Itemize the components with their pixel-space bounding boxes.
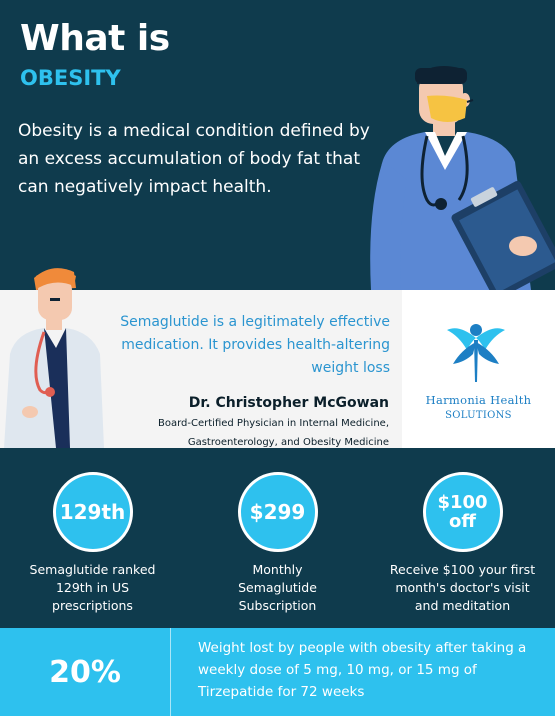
page-title: What is: [20, 18, 170, 59]
stat-value-circle: 129th: [52, 472, 133, 552]
stat-value-circle: $299: [237, 472, 318, 552]
hero-section: What is OBESITY Obesity is a medical con…: [0, 0, 555, 290]
stat-label: Semaglutide ranked 129th in US prescript…: [29, 562, 156, 613]
footer-stat-value: 20%: [49, 654, 121, 690]
stat-value-circle: $100 off: [422, 472, 503, 552]
stat-label: Receive $100 your first month's doctor's…: [389, 562, 536, 613]
quote-text: Semaglutide is a legitimately effective …: [120, 314, 390, 376]
stats-section: 129th Semaglutide ranked 129th in US pre…: [0, 448, 555, 628]
obesity-definition: Obesity is a medical condition defined b…: [18, 121, 370, 197]
doctor-illustration: [370, 66, 555, 290]
stat-item: $100 off Receive $100 your first month's…: [370, 448, 555, 628]
stat-item: $299 Monthly Semaglutide Subscription: [185, 448, 370, 628]
stat-label: Monthly Semaglutide Subscription: [238, 562, 317, 613]
doctor-illustration-small: [4, 268, 104, 448]
page-subtitle: OBESITY: [20, 66, 121, 90]
logo-wordmark: Harmonia Health SOLUTIONS: [402, 393, 555, 423]
harmonia-health-logo: [447, 324, 505, 382]
quote-author: Dr. Christopher McGowan: [188, 395, 389, 411]
stat-item: 129th Semaglutide ranked 129th in US pre…: [0, 448, 185, 628]
footer-stat-section: 20% Weight lost by people with obesity a…: [0, 628, 555, 716]
footer-divider: [170, 628, 171, 716]
logo-name-line2: SOLUTIONS: [445, 410, 512, 421]
quote-author-credential: Board-Certified Physician in Internal Me…: [158, 418, 389, 448]
logo-name-line1: Harmonia Health: [425, 393, 532, 407]
logo-panel: [402, 290, 555, 448]
footer-stat-description: Weight lost by people with obesity after…: [198, 640, 527, 700]
